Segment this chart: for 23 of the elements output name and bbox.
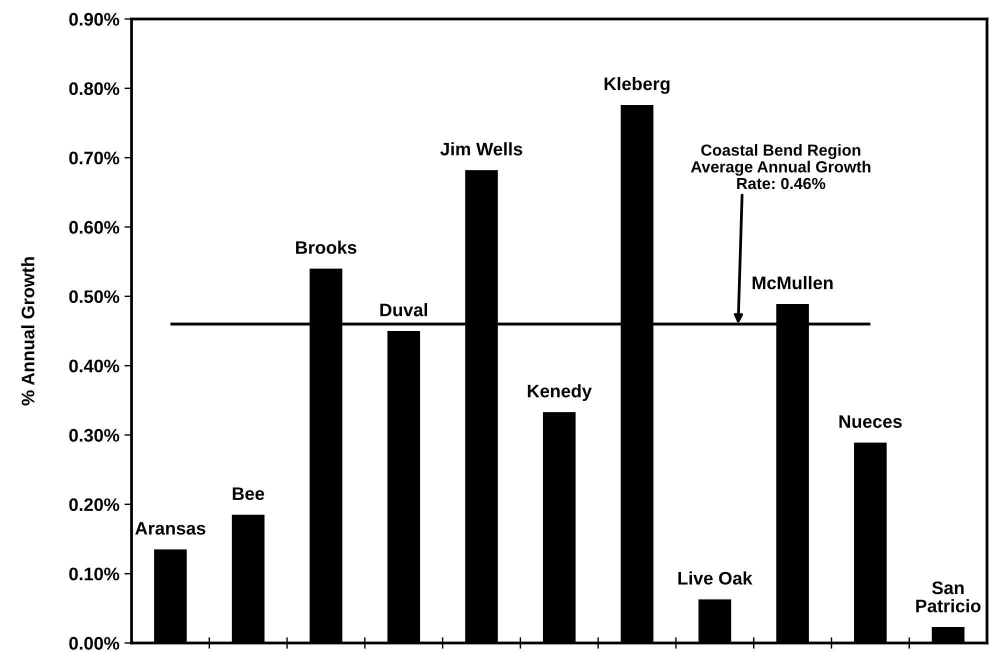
x-tick-label: Kenedy bbox=[528, 384, 592, 402]
x-tick-label: Nueces bbox=[839, 415, 902, 428]
y-tick-label: 0.80% bbox=[69, 82, 120, 96]
y-tick-label: 0.70% bbox=[69, 152, 120, 164]
x-tick-label: Jim Wells bbox=[440, 142, 522, 156]
y-tick-label: 0.60% bbox=[69, 220, 120, 234]
x-tick-label: Duval bbox=[380, 303, 428, 316]
y-tick-label: 0.50% bbox=[69, 290, 120, 304]
y-axis-title: % Annual Growth bbox=[21, 257, 34, 406]
x-tick-label: Kleberg bbox=[604, 76, 670, 94]
x-tick-label: Bee bbox=[232, 487, 264, 500]
x-tick-label: Aransas bbox=[135, 522, 206, 535]
x-tick-label: San Patricio bbox=[916, 581, 981, 612]
x-tick-label: Live Oak bbox=[678, 571, 752, 585]
x-tick-label: McMullen bbox=[752, 276, 833, 290]
y-tick-label: 0.30% bbox=[69, 428, 120, 442]
x-tick-label: Brooks bbox=[296, 240, 356, 254]
y-tick-label: 0.90% bbox=[69, 12, 120, 26]
ref-line-label: Coastal Bend Region Average Annual Growth Rate: 0.46% bbox=[690, 144, 870, 190]
y-tick-label: 0.40% bbox=[69, 360, 120, 372]
y-tick-label: 0.10% bbox=[69, 568, 120, 580]
y-tick-label: 0.00% bbox=[69, 636, 120, 650]
y-tick-label: 0.20% bbox=[69, 498, 120, 512]
